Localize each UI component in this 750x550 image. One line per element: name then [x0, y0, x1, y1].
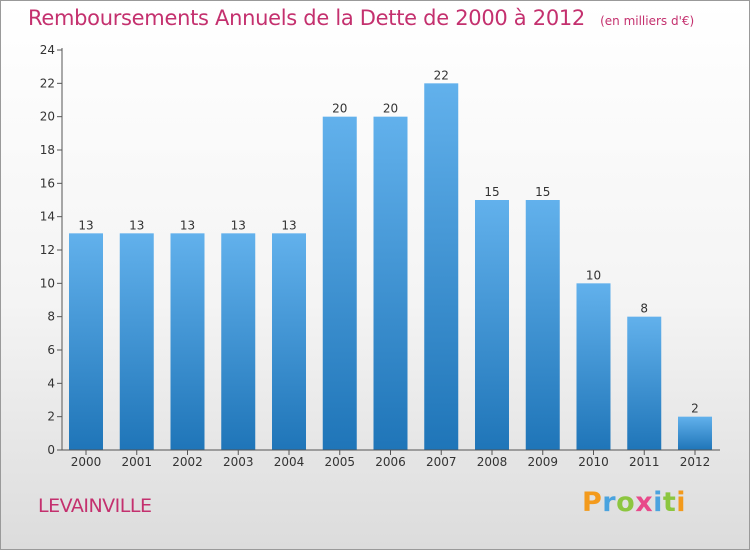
bar-2003 — [221, 233, 256, 450]
value-label: 8 — [640, 302, 648, 316]
value-label: 2 — [691, 402, 699, 416]
y-tick-label: 4 — [47, 376, 55, 390]
x-tick-label: 2002 — [172, 455, 203, 469]
y-tick-label: 10 — [40, 276, 55, 290]
x-tick-label: 2011 — [629, 455, 660, 469]
x-tick-label: 2005 — [324, 455, 355, 469]
chart-title: Remboursements Annuels de la Dette de 20… — [28, 6, 585, 30]
bar-2006 — [373, 116, 408, 451]
bar-2010 — [576, 283, 611, 450]
y-tick-label: 6 — [47, 343, 55, 357]
bar-2012 — [678, 416, 712, 450]
value-label: 13 — [281, 218, 296, 232]
x-tick-label: 2008 — [477, 455, 508, 469]
value-label: 22 — [434, 68, 449, 82]
y-tick-label: 16 — [40, 176, 55, 190]
value-label: 15 — [535, 185, 550, 199]
bars-layer: 13 13 13 13 13 20 20 22 15 15 10 8 2 — [69, 68, 712, 451]
bar-2001 — [119, 233, 154, 450]
bar-2002 — [170, 233, 205, 450]
chart-subtitle: (en milliers d'€) — [600, 14, 695, 28]
proxiti-logo[interactable]: Proxiti — [582, 487, 687, 518]
x-tick-label: 2001 — [121, 455, 152, 469]
x-tick-label: 2003 — [223, 455, 254, 469]
x-tick-label: 2010 — [578, 455, 609, 469]
y-tick-label: 0 — [47, 443, 55, 457]
x-tick-label: 2012 — [680, 455, 711, 469]
y-tick-label: 8 — [47, 310, 55, 324]
commune-name: LEVAINVILLE — [38, 495, 152, 517]
bar-2005 — [322, 116, 357, 451]
y-tick-label: 22 — [40, 76, 55, 90]
value-label: 13 — [180, 218, 195, 232]
y-tick-label: 20 — [40, 110, 55, 124]
value-label: 10 — [586, 268, 601, 282]
x-tick-label: 2006 — [375, 455, 406, 469]
value-label: 15 — [484, 185, 499, 199]
y-tick-label: 14 — [40, 210, 55, 224]
value-label: 20 — [332, 102, 347, 116]
x-tick-label: 2009 — [527, 455, 558, 469]
value-label: 20 — [383, 102, 398, 116]
x-tick-label: 2007 — [426, 455, 457, 469]
bar-2004 — [272, 233, 306, 450]
y-tick-label: 18 — [40, 143, 55, 157]
bar-2011 — [627, 316, 662, 450]
y-tick-label: 24 — [40, 43, 55, 57]
value-label: 13 — [78, 218, 93, 232]
bar-2000 — [69, 233, 103, 450]
y-tick-label: 12 — [40, 243, 55, 257]
y-tick-label: 2 — [47, 410, 55, 424]
title-row: Remboursements Annuels de la Dette de 20… — [28, 6, 694, 30]
x-tick-label: 2004 — [274, 455, 305, 469]
bar-2009 — [525, 200, 560, 450]
bar-2008 — [475, 200, 509, 450]
bar-2007 — [424, 83, 459, 450]
x-tick-label: 2000 — [71, 455, 102, 469]
value-label: 13 — [129, 218, 144, 232]
value-label: 13 — [231, 218, 246, 232]
